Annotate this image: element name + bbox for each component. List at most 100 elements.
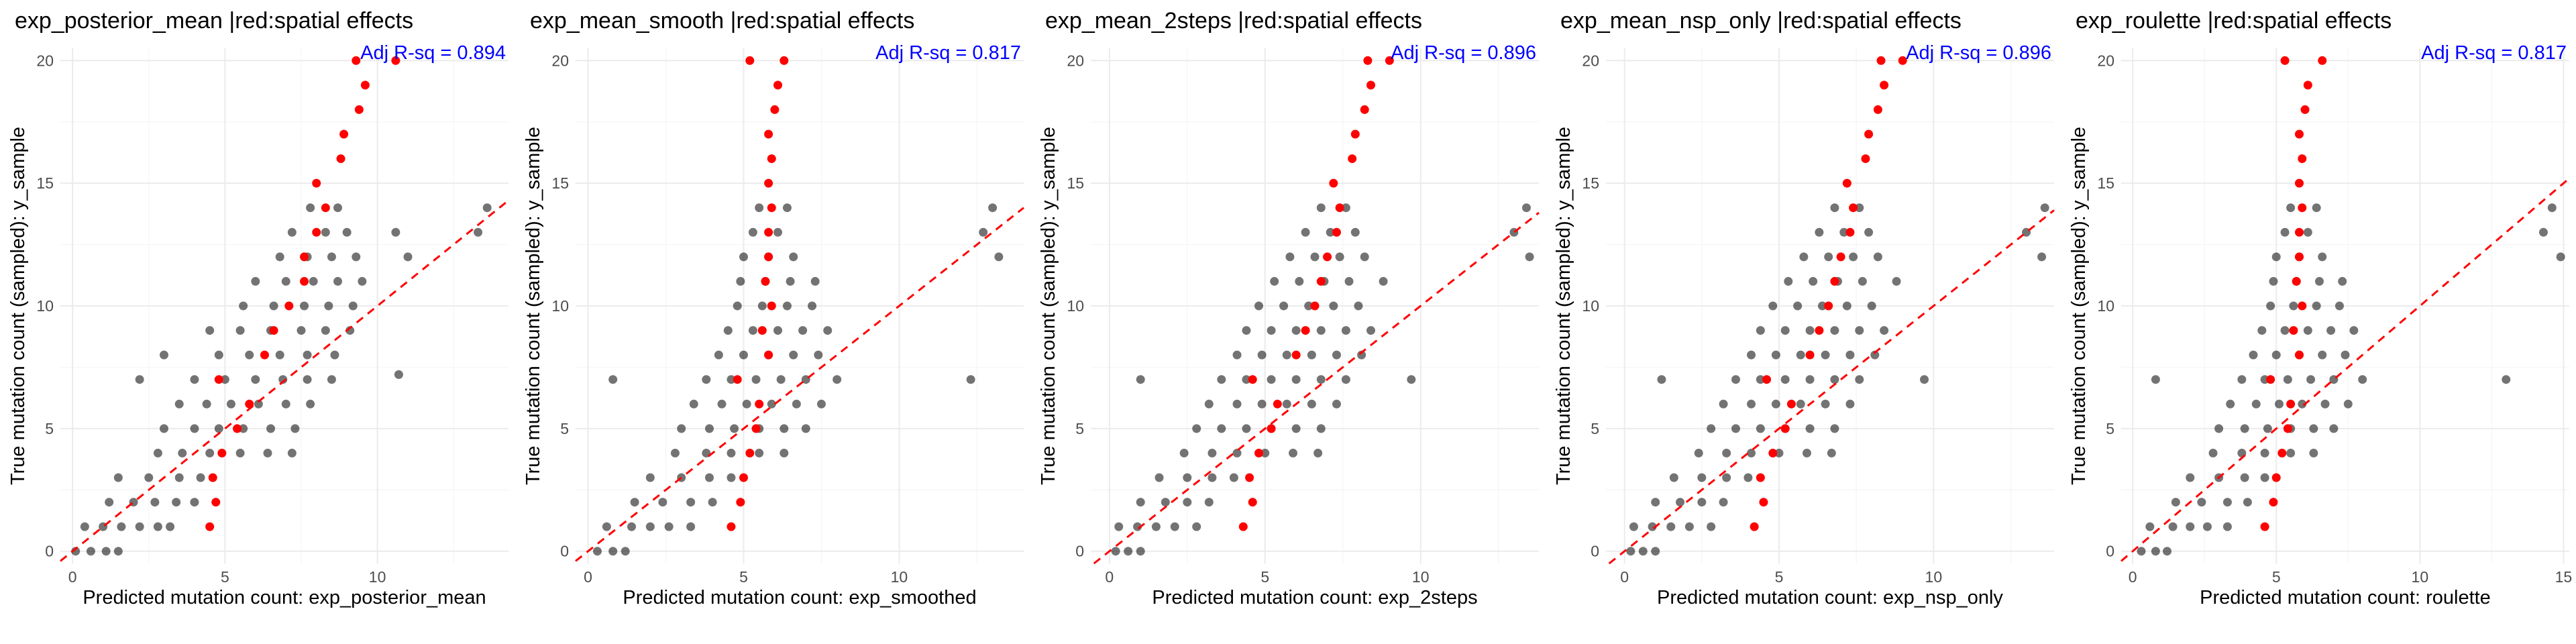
data-point (1307, 399, 1316, 409)
data-point (2298, 399, 2307, 409)
data-point (988, 203, 998, 213)
y-tick-label: 10 (551, 297, 569, 315)
y-tick-label: 20 (2097, 52, 2114, 69)
data-point (1407, 375, 1416, 384)
data-point (1771, 350, 1780, 360)
x-tick-label: 10 (891, 568, 908, 586)
spatial-effect-point (2298, 203, 2307, 213)
data-point (1341, 375, 1350, 384)
panel-title: exp_posterior_mean |red:spatial effects (15, 8, 413, 34)
data-point (2309, 448, 2318, 458)
data-point (2251, 399, 2261, 409)
y-tick-label: 15 (2097, 174, 2114, 192)
spatial-effect-point (1245, 473, 1254, 482)
data-point (1756, 375, 1765, 384)
data-point (1774, 448, 1784, 458)
data-point (816, 399, 826, 409)
data-point (1747, 350, 1756, 360)
y-tick-label: 15 (36, 174, 54, 192)
data-point (135, 522, 144, 531)
data-point (153, 448, 162, 458)
y-tick-label: 20 (36, 52, 54, 69)
y-tick-label: 0 (1075, 543, 1084, 560)
data-point (251, 375, 260, 384)
data-point (327, 252, 336, 262)
y-tick-label: 15 (1067, 174, 1084, 192)
data-point (1747, 448, 1756, 458)
data-point (1796, 399, 1805, 409)
data-point (190, 424, 199, 433)
data-point (2275, 399, 2284, 409)
data-point (1731, 375, 1740, 384)
spatial-effect-point (2286, 399, 2296, 409)
data-point (474, 227, 483, 237)
y-tick-label: 20 (1067, 52, 1084, 69)
data-point (178, 448, 187, 458)
data-point (1179, 448, 1189, 458)
data-point (251, 276, 260, 286)
spatial-effect-point (1350, 129, 1360, 139)
spatial-effect-point (757, 326, 767, 335)
data-point (704, 473, 714, 482)
data-point (2326, 326, 2336, 335)
data-point (677, 424, 686, 433)
data-point (780, 448, 789, 458)
spatial-effect-point (2277, 448, 2287, 458)
x-axis-label: Predicted mutation count: exp_smoothed (623, 587, 976, 608)
data-point (190, 498, 199, 507)
data-point (1136, 375, 1145, 384)
data-point (1697, 473, 1707, 482)
spatial-effect-point (1366, 80, 1375, 90)
data-point (1366, 326, 1375, 335)
data-point (621, 547, 630, 556)
data-point (792, 399, 801, 409)
data-point (1657, 375, 1666, 384)
spatial-effect-point (1815, 326, 1824, 335)
spatial-effect-point (2260, 522, 2269, 531)
data-point (1204, 498, 1214, 507)
spatial-effect-point (1824, 301, 1833, 311)
data-point (300, 301, 309, 311)
spatial-effect-point (751, 424, 761, 433)
spatial-effect-point (269, 326, 278, 335)
data-point (287, 448, 297, 458)
panel-4: 0 5 10 0 5 10 15 20 exp_mean_nsp_only |red:spati… (1553, 8, 2055, 608)
y-tick-label: 0 (560, 543, 569, 560)
spatial-effect-point (312, 178, 321, 188)
data-point (2240, 473, 2249, 482)
data-point (2502, 375, 2511, 384)
data-point (2306, 375, 2316, 384)
spatial-effect-point (1248, 375, 1257, 384)
data-point (2249, 350, 2258, 360)
data-point (150, 498, 160, 507)
spatial-effect-point (336, 154, 345, 164)
data-point (214, 424, 223, 433)
data-point (101, 547, 111, 556)
spatial-effect-point (321, 203, 330, 213)
data-point (2266, 301, 2275, 311)
spatial-effect-point (1842, 178, 1851, 188)
data-point (1809, 276, 1818, 286)
data-point (1357, 350, 1366, 360)
data-point (1332, 399, 1341, 409)
data-point (2214, 424, 2224, 433)
data-point (2037, 252, 2047, 262)
spatial-effect-point (1756, 473, 1765, 482)
spatial-effect-point (1780, 424, 1790, 433)
spatial-effect-point (1254, 448, 1263, 458)
data-point (2260, 448, 2269, 458)
data-point (727, 375, 736, 384)
spatial-effect-point (1898, 56, 1907, 65)
data-point (333, 276, 343, 286)
data-point (664, 522, 674, 531)
data-point (1260, 448, 1270, 458)
data-point (1805, 326, 1815, 335)
data-point (2320, 399, 2330, 409)
data-point (808, 301, 817, 311)
spatial-effect-point (2294, 350, 2304, 360)
data-point (1332, 350, 1341, 360)
data-point (773, 227, 783, 237)
spatial-effect-point (2266, 375, 2275, 384)
data-point (1676, 498, 1685, 507)
data-point (645, 473, 655, 482)
